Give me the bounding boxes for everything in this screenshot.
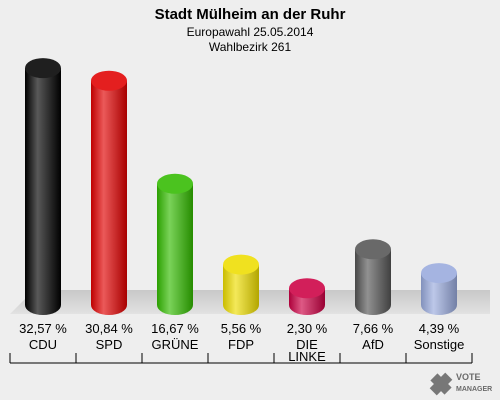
chart-subtitle-district: Wahlbezirk 261 [209, 40, 292, 54]
value-label: 4,39 % [419, 321, 460, 336]
value-label: 32,57 % [19, 321, 67, 336]
chart-subtitle-date: Europawahl 25.05.2014 [187, 25, 314, 39]
bar-0 [25, 58, 61, 315]
bar-2 [157, 173, 193, 315]
category-label: Sonstige [414, 337, 465, 352]
category-label: FDP [228, 337, 254, 352]
value-label: 5,56 % [221, 321, 262, 336]
value-label: 2,30 % [287, 321, 328, 336]
category-label: CDU [29, 337, 57, 352]
chart-title: Stadt Mülheim an der Ruhr [155, 6, 346, 23]
value-label: 7,66 % [353, 321, 394, 336]
logo-line1: VOTE [456, 372, 481, 382]
category-label: DIE [296, 337, 318, 352]
category-label: AfD [362, 337, 384, 352]
logo-line2: MANAGER [456, 386, 492, 393]
category-label: LINKE [288, 349, 326, 364]
bar-1 [91, 70, 127, 315]
bar-5 [355, 239, 391, 315]
checkmark-icon [429, 372, 453, 396]
bars-layer [25, 58, 457, 315]
category-label: GRÜNE [152, 337, 199, 352]
bar-4 [289, 278, 325, 315]
bar-6 [421, 263, 457, 315]
vote-manager-logo: VOTE MANAGER [429, 372, 492, 396]
category-label: SPD [96, 337, 123, 352]
labels-layer: 32,57 %CDU 30,84 %SPD 16,67 %GRÜNE 5,56 %FD… [9, 321, 473, 364]
value-label: 30,84 % [85, 321, 133, 336]
value-label: 16,67 % [151, 321, 199, 336]
bar-3 [223, 254, 259, 315]
